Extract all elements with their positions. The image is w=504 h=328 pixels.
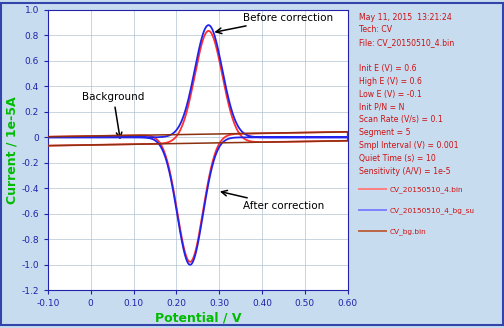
Y-axis label: Current / 1e-5A: Current / 1e-5A (6, 96, 19, 204)
Text: CV_bg.bin: CV_bg.bin (390, 228, 427, 235)
Text: Before correction: Before correction (216, 12, 333, 33)
Text: May 11, 2015  13:21:24
Tech: CV
File: CV_20150510_4.bin

Init E (V) = 0.6
High E: May 11, 2015 13:21:24 Tech: CV File: CV_… (359, 13, 458, 176)
Text: CV_20150510_4.bin: CV_20150510_4.bin (390, 186, 464, 193)
X-axis label: Potential / V: Potential / V (155, 311, 241, 324)
Text: CV_20150510_4_bg_su: CV_20150510_4_bg_su (390, 207, 475, 214)
Text: After correction: After correction (221, 191, 324, 211)
Text: Background: Background (82, 92, 145, 138)
